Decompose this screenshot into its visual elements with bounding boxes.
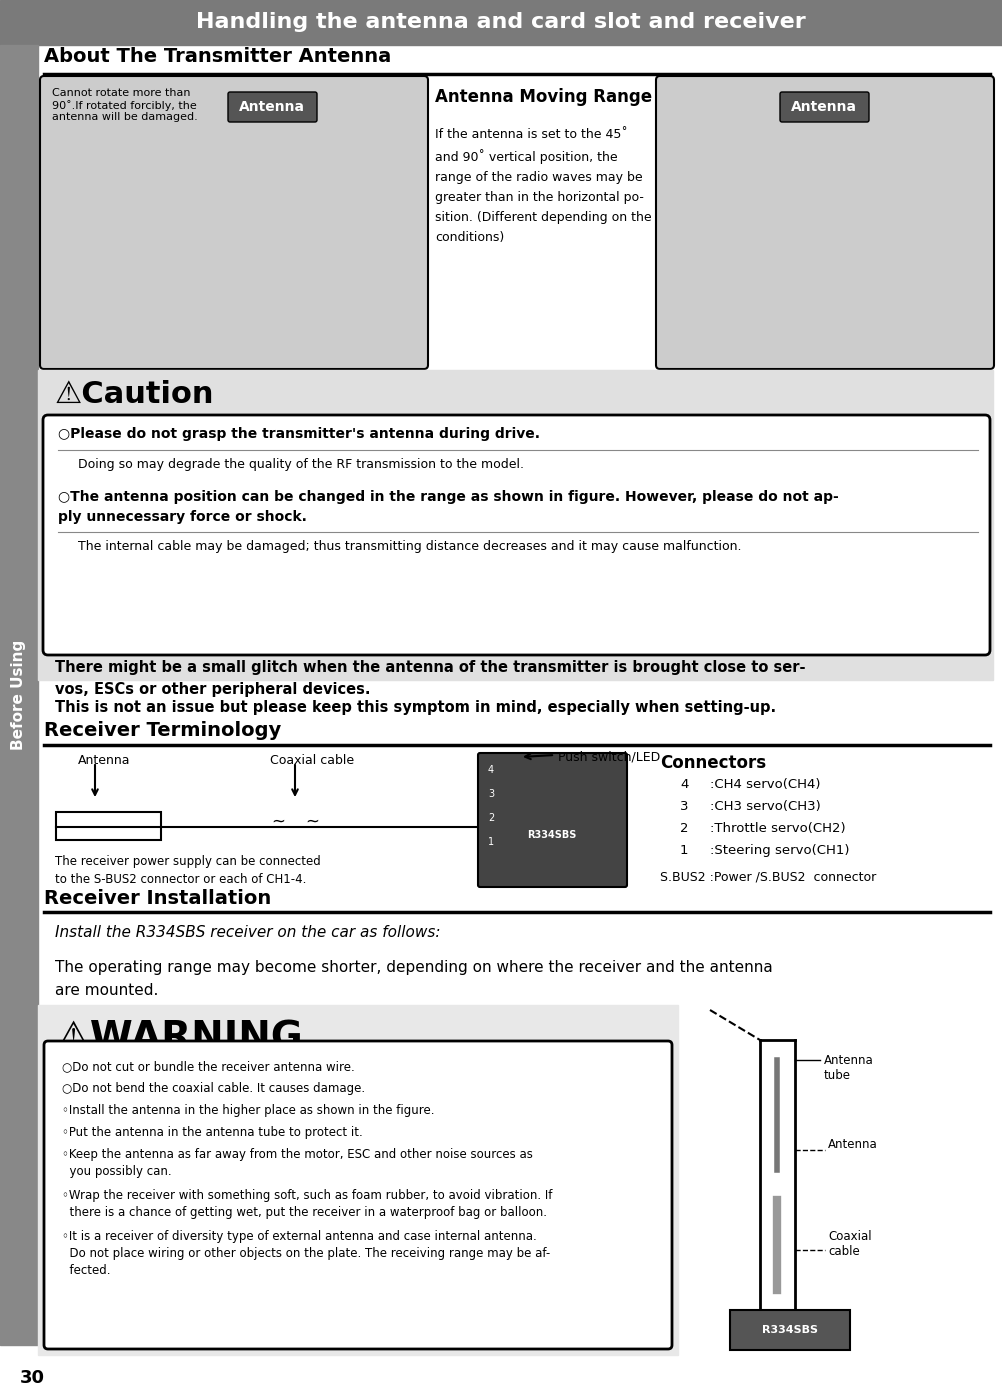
- Text: The receiver power supply can be connected
to the S-BUS2 connector or each of CH: The receiver power supply can be connect…: [55, 855, 321, 885]
- Text: 1: 1: [487, 837, 494, 847]
- Text: ~: ~: [305, 813, 319, 831]
- Text: R334SBS: R334SBS: [527, 830, 576, 840]
- Text: Handling the antenna and card slot and receiver: Handling the antenna and card slot and r…: [196, 13, 805, 32]
- Text: Receiver Installation: Receiver Installation: [44, 888, 271, 908]
- Bar: [729, 1309, 849, 1350]
- Text: ◦Install the antenna in the higher place as shown in the figure.: ◦Install the antenna in the higher place…: [62, 1104, 434, 1118]
- Text: :CH3 servo(CH3): :CH3 servo(CH3): [709, 801, 820, 813]
- Text: Coaxial cable: Coaxial cable: [270, 753, 354, 767]
- Text: Antenna: Antenna: [828, 1138, 877, 1151]
- Text: Install the R334SBS receiver on the car as follows:: Install the R334SBS receiver on the car …: [55, 924, 440, 940]
- FancyBboxPatch shape: [655, 76, 993, 368]
- Text: This is not an issue but please keep this symptom in mind, especially when setti: This is not an issue but please keep thi…: [55, 701, 776, 714]
- Text: 4: 4: [487, 765, 494, 776]
- Text: ⚠WARNING: ⚠WARNING: [55, 1020, 303, 1058]
- Bar: [38, 1005, 677, 1355]
- FancyBboxPatch shape: [44, 1041, 671, 1350]
- Text: 3: 3: [487, 790, 494, 799]
- Text: The operating range may become shorter, depending on where the receiver and the : The operating range may become shorter, …: [55, 960, 772, 998]
- Text: S.BUS2 :Power /S.BUS2  connector: S.BUS2 :Power /S.BUS2 connector: [659, 872, 876, 884]
- Bar: [0, 0, 1002, 44]
- Text: ○Do not bend the coaxial cable. It causes damage.: ○Do not bend the coaxial cable. It cause…: [62, 1081, 365, 1095]
- Text: Cannot rotate more than
90˚.If rotated forcibly, the
antenna will be damaged.: Cannot rotate more than 90˚.If rotated f…: [52, 88, 197, 122]
- FancyBboxPatch shape: [43, 416, 989, 655]
- Text: Receiver Terminology: Receiver Terminology: [44, 720, 281, 739]
- FancyBboxPatch shape: [227, 92, 317, 122]
- Text: Connectors: Connectors: [659, 753, 766, 771]
- Text: Before Using: Before Using: [11, 639, 26, 751]
- Text: Antenna: Antenna: [791, 100, 856, 114]
- Text: 2: 2: [679, 821, 687, 835]
- Text: If the antenna is set to the 45˚
and 90˚ vertical position, the
range of the rad: If the antenna is set to the 45˚ and 90˚…: [435, 128, 651, 245]
- Bar: [56, 812, 161, 840]
- Text: ○Please do not grasp the transmitter's antenna during drive.: ○Please do not grasp the transmitter's a…: [58, 427, 539, 441]
- Text: ○Do not cut or bundle the receiver antenna wire.: ○Do not cut or bundle the receiver anten…: [62, 1061, 355, 1073]
- Text: :CH4 servo(CH4): :CH4 servo(CH4): [709, 778, 820, 791]
- Text: ~: ~: [271, 813, 285, 831]
- Text: ◦Keep the antenna as far away from the motor, ESC and other noise sources as
  y: ◦Keep the antenna as far away from the m…: [62, 1148, 532, 1177]
- Text: Antenna Moving Range: Antenna Moving Range: [435, 88, 651, 106]
- Text: Coaxial
cable: Coaxial cable: [828, 1230, 871, 1258]
- Text: R334SBS: R334SBS: [762, 1325, 818, 1334]
- Text: Antenna: Antenna: [238, 100, 305, 114]
- Text: ○The antenna position can be changed in the range as shown in figure. However, p: ○The antenna position can be changed in …: [58, 491, 838, 524]
- Text: ⚠Caution: ⚠Caution: [55, 379, 214, 409]
- Text: 3: 3: [679, 801, 687, 813]
- Text: 30: 30: [19, 1369, 44, 1387]
- Text: 2: 2: [487, 813, 494, 823]
- Bar: [38, 370, 992, 680]
- Text: :Steering servo(CH1): :Steering servo(CH1): [709, 844, 849, 858]
- Text: ◦Wrap the receiver with something soft, such as foam rubber, to avoid vibration.: ◦Wrap the receiver with something soft, …: [62, 1188, 552, 1219]
- Text: 1: 1: [679, 844, 687, 858]
- Text: The internal cable may be damaged; thus transmitting distance decreases and it m: The internal cable may be damaged; thus …: [78, 539, 740, 553]
- Bar: [0, 44, 38, 1346]
- Text: Antenna
tube: Antenna tube: [824, 1054, 873, 1081]
- FancyBboxPatch shape: [780, 92, 868, 122]
- FancyBboxPatch shape: [478, 753, 626, 887]
- Text: Push switch/LED: Push switch/LED: [557, 751, 659, 763]
- Text: Doing so may degrade the quality of the RF transmission to the model.: Doing so may degrade the quality of the …: [78, 457, 523, 471]
- Text: There might be a small glitch when the antenna of the transmitter is brought clo: There might be a small glitch when the a…: [55, 660, 805, 676]
- Text: About The Transmitter Antenna: About The Transmitter Antenna: [44, 47, 391, 67]
- Text: ◦It is a receiver of diversity type of external antenna and case internal antenn: ◦It is a receiver of diversity type of e…: [62, 1230, 550, 1277]
- Text: ◦Put the antenna in the antenna tube to protect it.: ◦Put the antenna in the antenna tube to …: [62, 1126, 363, 1138]
- Text: vos, ESCs or other peripheral devices.: vos, ESCs or other peripheral devices.: [55, 682, 370, 696]
- Text: :Throttle servo(CH2): :Throttle servo(CH2): [709, 821, 845, 835]
- Text: Antenna: Antenna: [78, 753, 130, 767]
- FancyBboxPatch shape: [40, 76, 428, 368]
- Text: 4: 4: [679, 778, 687, 791]
